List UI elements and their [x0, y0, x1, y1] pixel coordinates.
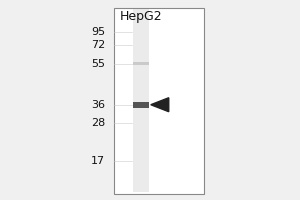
Bar — [133, 102, 149, 108]
Text: 36: 36 — [91, 100, 105, 110]
Polygon shape — [151, 98, 169, 112]
Text: 17: 17 — [91, 156, 105, 166]
Bar — [133, 62, 149, 65]
Text: HepG2: HepG2 — [120, 10, 162, 23]
Text: 28: 28 — [91, 118, 105, 128]
Text: 95: 95 — [91, 27, 105, 37]
Text: 55: 55 — [91, 59, 105, 69]
Text: 72: 72 — [91, 40, 105, 50]
Bar — [114, 8, 204, 194]
Bar — [133, 9, 149, 192]
